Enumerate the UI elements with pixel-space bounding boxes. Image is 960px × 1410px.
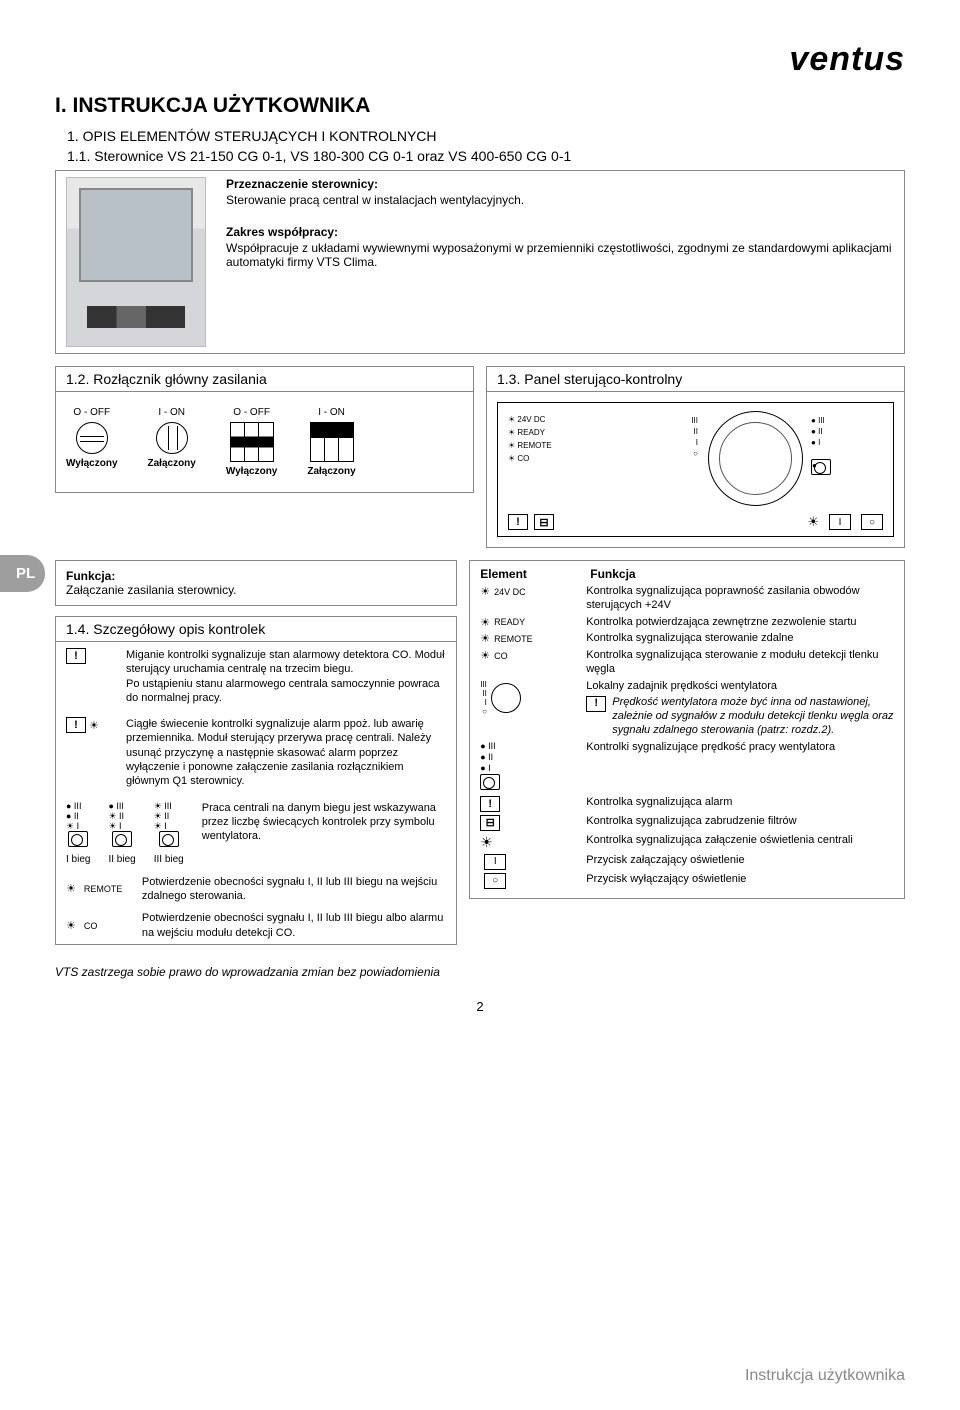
table-header-function: Funkcja	[590, 567, 635, 581]
light-icon: ☀	[807, 514, 819, 530]
sun-icon	[89, 719, 99, 732]
row-speed: Kontrolki sygnalizujące prędkość pracy w…	[586, 741, 894, 755]
coop-text: Współpracuje z układami wywiewnymi wypos…	[226, 241, 894, 269]
row-ready: Kontrolka potwierdzająca zewnętrzne zezw…	[586, 616, 894, 630]
alarm-icon: !	[586, 696, 606, 712]
gear-desc: Praca centrali na danym biegu jest wskaz…	[202, 801, 446, 865]
section-1-4: 1.4. Szczegółowy opis kontrolek ! Migani…	[55, 616, 457, 945]
gear-2: ● III☀ II☀ I II bieg	[108, 801, 135, 865]
element-function-table: Element Funkcja 24V DCKontrolka sygnaliz…	[469, 560, 905, 899]
disclaimer: VTS zastrzega sobie prawo do wprowadzani…	[55, 965, 905, 979]
light-icon: ☀	[480, 834, 493, 851]
section-1-3-title: 1.3. Panel sterująco-kontrolny	[487, 367, 904, 392]
section-1-4-title: 1.4. Szczegółowy opis kontrolek	[56, 617, 456, 642]
rotary-off: O - OFF Wyłączony	[66, 407, 118, 477]
section-1-2-title: 1.2. Rozłącznik główny zasilania	[56, 367, 473, 392]
alarm-icon: !	[480, 796, 500, 812]
dial-icon: IIIIII○	[480, 680, 580, 716]
alarm-icon: !	[508, 514, 528, 530]
row-co: Kontrolka sygnalizująca sterowanie z mod…	[586, 649, 894, 677]
control-panel-diagram: 24V DC READY REMOTE CO III II I ○	[497, 402, 894, 537]
coop-label: Zakres współpracy:	[226, 225, 894, 239]
row-alarm: Kontrolka sygnalizująca alarm	[586, 796, 894, 810]
fan-icon	[811, 459, 831, 475]
filter-icon: ⊟	[480, 815, 500, 831]
section-1-3: 1.3. Panel sterująco-kontrolny 24V DC RE…	[486, 366, 905, 548]
co-label: CO	[84, 921, 134, 931]
alarm-icon: !	[66, 717, 86, 733]
section-1-2: 1.2. Rozłącznik główny zasilania O - OFF…	[55, 366, 474, 493]
alarm2-text: Ciągłe świecenie kontrolki sygnalizuje a…	[126, 717, 446, 788]
gear-3: ☀ III☀ II☀ I III bieg	[154, 801, 184, 865]
light-off-btn: ○	[861, 514, 883, 530]
remote-desc: Potwierdzenie obecności sygnału I, II lu…	[142, 875, 446, 904]
row-filter: Kontrolka sygnalizująca zabrudzenie filt…	[586, 815, 894, 829]
function-text: Załączanie zasilania sterownicy.	[66, 583, 237, 597]
gear-1: ● III● II☀ I I bieg	[66, 801, 90, 865]
breaker-off: O - OFF Wyłączony	[226, 407, 278, 477]
sun-icon	[66, 919, 76, 932]
row-remote: Kontrolka sygnalizująca sterowanie zdaln…	[586, 632, 894, 646]
row-dial: Lokalny zadajnik prędkości wentylatora !…	[586, 680, 894, 738]
controller-photo	[66, 177, 206, 347]
page-title: I. INSTRUKCJA UŻYTKOWNIKA	[55, 94, 905, 118]
table-header-element: Element	[480, 567, 590, 581]
purpose-text: Sterowanie pracą central w instalacjach …	[226, 193, 894, 207]
alarm-icon: !	[66, 648, 86, 664]
function-label: Funkcja:	[66, 569, 115, 583]
row-light-on: Przycisk załączający oświetlenie	[586, 854, 894, 868]
rotary-on: I - ON Załączony	[148, 407, 196, 477]
purpose-label: Przeznaczenie sterownicy:	[226, 177, 894, 191]
breaker-on: I - ON Załączony	[307, 407, 355, 477]
page-number: 2	[55, 999, 905, 1014]
brand-logo: ventus	[55, 40, 905, 79]
light-on-btn: I	[829, 514, 851, 530]
row-light-off: Przycisk wyłączający oświetlenie	[586, 873, 894, 887]
purpose-box: Przeznaczenie sterownicy: Sterowanie pra…	[55, 170, 905, 354]
row-24vdc: Kontrolka sygnalizująca poprawność zasil…	[586, 585, 894, 613]
row-light: Kontrolka sygnalizująca załączenie oświe…	[586, 834, 894, 848]
sun-icon	[66, 882, 76, 895]
light-on-icon: I	[484, 854, 506, 870]
co-desc: Potwierdzenie obecności sygnału I, II lu…	[142, 911, 446, 940]
speed-leds-icon: ● III● II● I	[480, 741, 580, 793]
remote-label: REMOTE	[84, 884, 134, 894]
language-tag: PL	[0, 555, 45, 592]
section-1-title: 1. OPIS ELEMENTÓW STERUJĄCYCH I KONTROLN…	[67, 128, 905, 144]
light-off-icon: ○	[484, 873, 506, 889]
alarm1-text: Miganie kontrolki sygnalizuje stan alarm…	[126, 648, 446, 705]
section-1-1-title: 1.1. Sterownice VS 21-150 CG 0-1, VS 180…	[67, 148, 905, 164]
filter-icon: ⊟	[534, 514, 554, 530]
function-box: Funkcja: Załączanie zasilania sterownicy…	[55, 560, 457, 606]
footer-title: Instrukcja użytkownika	[745, 1367, 905, 1385]
